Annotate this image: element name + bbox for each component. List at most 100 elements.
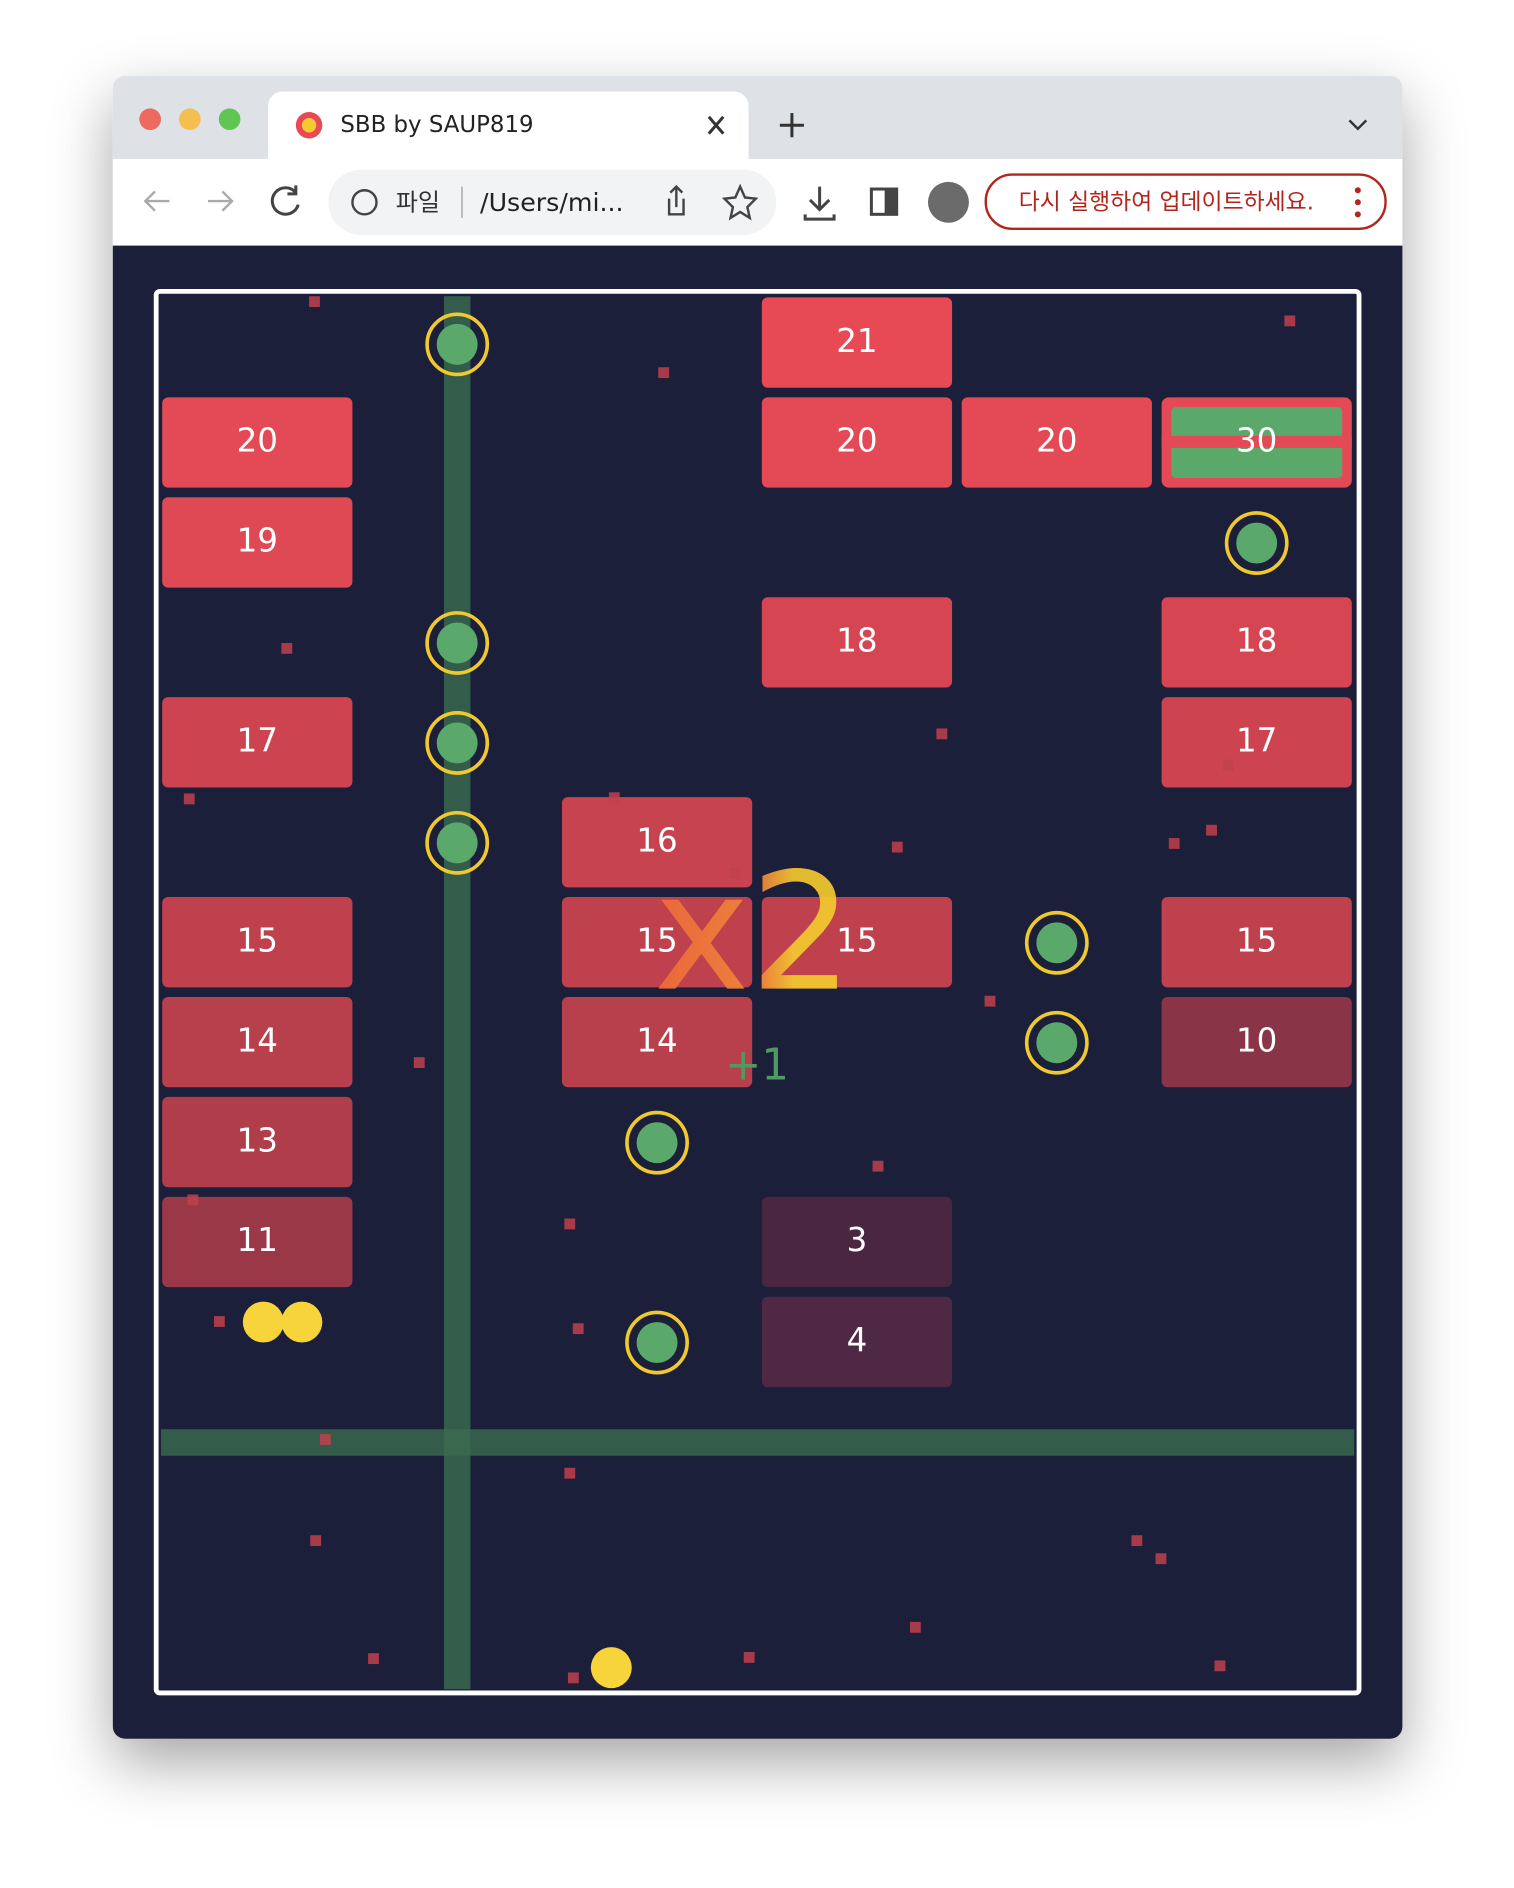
reload[interactable] bbox=[270, 185, 300, 216]
block bbox=[561, 996, 753, 1088]
game-field[interactable]: 21 20 20 20 30 19 18 18 17 17 16 15 15 15 15 14 14 10 13 11… bbox=[160, 296, 1355, 1690]
block-label: 18 bbox=[836, 622, 877, 660]
power-up bbox=[636, 1322, 678, 1364]
block bbox=[561, 797, 753, 888]
omnibox[interactable] bbox=[328, 169, 777, 235]
particle bbox=[319, 1434, 331, 1445]
address-label: 파일 bbox=[396, 188, 440, 216]
field-border bbox=[153, 288, 1362, 1696]
info-icon[interactable] bbox=[351, 189, 378, 216]
block-label: 30 bbox=[1236, 422, 1277, 460]
particle bbox=[1214, 1660, 1226, 1672]
back[interactable] bbox=[143, 190, 170, 212]
block bbox=[1161, 697, 1352, 788]
block-label: 20 bbox=[836, 422, 877, 460]
particle bbox=[872, 1160, 884, 1172]
particle bbox=[567, 1672, 579, 1684]
particle bbox=[729, 868, 741, 879]
tab-menu[interactable] bbox=[1348, 119, 1368, 131]
particle bbox=[564, 1218, 576, 1230]
block-label: 15 bbox=[636, 921, 677, 959]
particle bbox=[310, 1535, 322, 1547]
block-label: 18 bbox=[1236, 622, 1277, 660]
particle bbox=[1155, 1553, 1167, 1565]
power-up-ring bbox=[425, 711, 490, 775]
guide-line bbox=[443, 296, 471, 1690]
particle bbox=[608, 792, 620, 804]
particle bbox=[368, 1653, 379, 1665]
block bbox=[162, 397, 353, 488]
block-label: 16 bbox=[636, 821, 677, 859]
particle bbox=[291, 909, 302, 920]
power-up-ring bbox=[625, 1110, 689, 1175]
block bbox=[761, 597, 953, 688]
bonus: +1 bbox=[725, 1041, 789, 1091]
block-label: 11 bbox=[237, 1221, 278, 1259]
block bbox=[761, 1296, 953, 1388]
block-label: 17 bbox=[1236, 722, 1277, 760]
side-panel-fill bbox=[884, 189, 897, 215]
download[interactable] bbox=[803, 186, 836, 221]
block bbox=[1161, 897, 1352, 988]
block bbox=[761, 397, 953, 488]
ball bbox=[590, 1647, 632, 1689]
power-up bbox=[1236, 522, 1278, 564]
particle bbox=[1168, 838, 1180, 849]
particle bbox=[743, 1652, 755, 1663]
block-label: 10 bbox=[1236, 1021, 1277, 1059]
particle bbox=[936, 728, 948, 740]
avatar[interactable] bbox=[927, 181, 969, 223]
minimize-dot[interactable] bbox=[179, 108, 201, 131]
particle bbox=[909, 1621, 921, 1633]
block-label: 14 bbox=[237, 1021, 278, 1059]
block bbox=[761, 1196, 953, 1288]
particle bbox=[309, 296, 320, 308]
block bbox=[1161, 597, 1352, 688]
power-up bbox=[436, 722, 478, 764]
particle bbox=[984, 995, 996, 1007]
block bbox=[162, 1096, 353, 1188]
power-up-ring bbox=[1024, 1010, 1089, 1075]
block-strike bbox=[1161, 435, 1352, 448]
guide-line bbox=[160, 1429, 1355, 1456]
particle bbox=[658, 367, 670, 379]
power-up-ring bbox=[1024, 910, 1089, 975]
tab-title: SBB by SAUP819 bbox=[340, 112, 533, 138]
multiplier: x2 bbox=[654, 839, 854, 1028]
url: /Users/mi... bbox=[480, 188, 624, 217]
block bbox=[162, 1196, 353, 1288]
block-label: 15 bbox=[1236, 921, 1277, 959]
particle bbox=[564, 1467, 576, 1479]
bookmark[interactable] bbox=[721, 183, 759, 221]
close-dot[interactable] bbox=[139, 108, 161, 131]
new-tab[interactable] bbox=[779, 113, 804, 138]
power-up bbox=[436, 622, 478, 664]
game-viewport bbox=[112, 245, 1403, 1739]
block bbox=[162, 897, 353, 988]
zoom-dot[interactable] bbox=[218, 108, 241, 131]
power-up-ring bbox=[1224, 511, 1289, 575]
block bbox=[1161, 996, 1352, 1088]
update-button[interactable] bbox=[984, 173, 1387, 230]
particle bbox=[1222, 759, 1234, 771]
power-up-ring bbox=[425, 312, 490, 377]
particle bbox=[187, 1194, 199, 1206]
block bbox=[561, 897, 753, 988]
forward[interactable] bbox=[207, 190, 234, 212]
block-label: 15 bbox=[836, 921, 877, 959]
power-up bbox=[436, 323, 478, 365]
particle bbox=[572, 1323, 584, 1335]
block-label: 4 bbox=[847, 1321, 868, 1359]
menu-dots[interactable] bbox=[1354, 187, 1361, 218]
particle bbox=[413, 1057, 425, 1069]
particle bbox=[1284, 315, 1296, 327]
tab-close[interactable] bbox=[707, 115, 725, 135]
block-label: 13 bbox=[237, 1121, 278, 1159]
block bbox=[162, 497, 353, 588]
particle bbox=[183, 793, 195, 805]
share[interactable] bbox=[667, 184, 685, 216]
block bbox=[162, 697, 353, 788]
power-up bbox=[436, 822, 478, 864]
tab[interactable] bbox=[268, 91, 749, 159]
